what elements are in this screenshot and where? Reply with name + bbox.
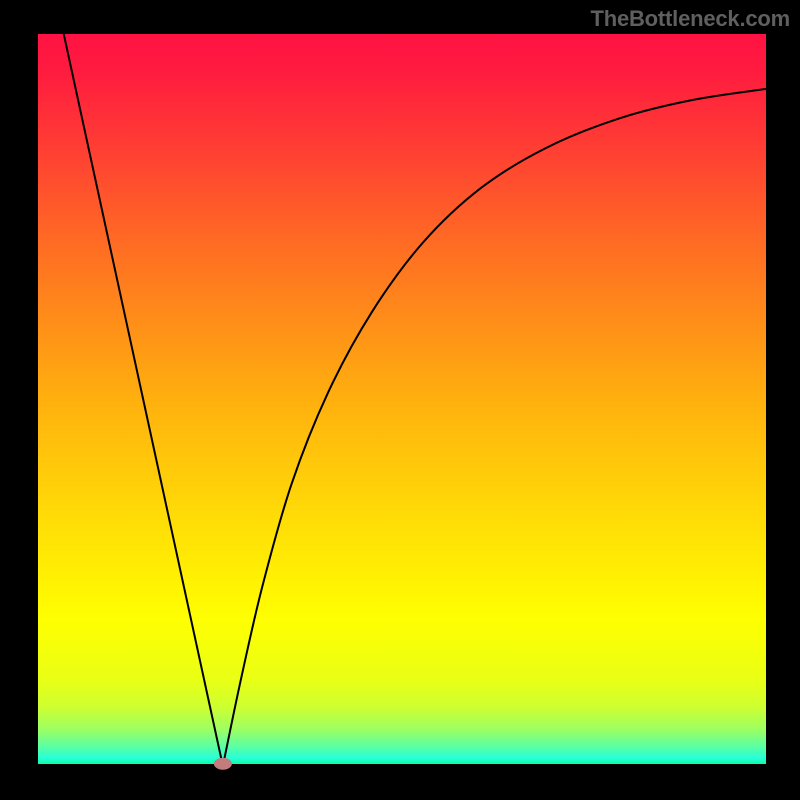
minimum-marker	[214, 758, 232, 770]
bottleneck-chart	[0, 0, 800, 800]
plot-background	[36, 34, 766, 766]
watermark-text: TheBottleneck.com	[590, 6, 790, 32]
